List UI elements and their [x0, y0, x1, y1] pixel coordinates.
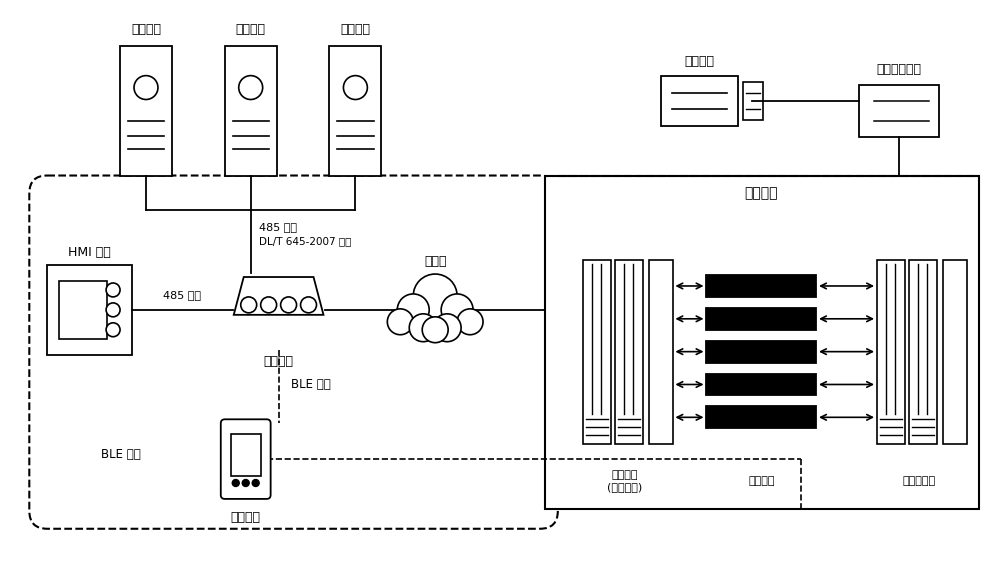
- Bar: [706, 406, 816, 428]
- Text: 485 总线: 485 总线: [163, 290, 201, 300]
- Circle shape: [457, 309, 483, 335]
- Circle shape: [343, 76, 367, 99]
- Text: 计量电表: 计量电表: [236, 23, 266, 36]
- Bar: [231, 434, 261, 476]
- Circle shape: [242, 480, 249, 486]
- Bar: [706, 275, 816, 297]
- Text: BLE 无线: BLE 无线: [101, 448, 141, 461]
- Bar: [329, 46, 381, 176]
- Bar: [225, 46, 277, 176]
- Bar: [859, 85, 939, 137]
- Bar: [47, 265, 132, 355]
- Bar: [545, 176, 979, 509]
- Circle shape: [232, 480, 239, 486]
- Text: 计量电表: 计量电表: [131, 23, 161, 36]
- Text: 智能控制设备: 智能控制设备: [876, 63, 921, 76]
- Circle shape: [239, 76, 263, 99]
- Circle shape: [409, 314, 437, 342]
- Circle shape: [241, 297, 257, 313]
- FancyBboxPatch shape: [221, 419, 271, 499]
- Text: 接入集群
(安全解析): 接入集群 (安全解析): [607, 470, 642, 492]
- Bar: [59, 281, 107, 339]
- Circle shape: [422, 317, 448, 343]
- Bar: [743, 82, 763, 120]
- Bar: [943, 260, 967, 444]
- Text: 业务服务器: 业务服务器: [902, 476, 935, 486]
- Text: 移动终端: 移动终端: [231, 511, 261, 524]
- Circle shape: [387, 309, 413, 335]
- Text: 消息队列: 消息队列: [748, 476, 775, 486]
- Circle shape: [261, 297, 277, 313]
- Circle shape: [252, 480, 259, 486]
- Polygon shape: [234, 277, 323, 315]
- Circle shape: [397, 294, 429, 326]
- Circle shape: [106, 323, 120, 337]
- Text: 计量电表: 计量电表: [340, 23, 370, 36]
- Circle shape: [433, 314, 461, 342]
- Text: HMI 模块: HMI 模块: [68, 246, 111, 259]
- Text: 485 总线: 485 总线: [259, 222, 297, 232]
- Text: 智能网关: 智能网关: [264, 355, 294, 367]
- Circle shape: [281, 297, 297, 313]
- Bar: [909, 260, 937, 444]
- Text: 用电设备: 用电设备: [684, 54, 714, 67]
- Bar: [661, 76, 738, 126]
- Circle shape: [441, 294, 473, 326]
- Circle shape: [301, 297, 317, 313]
- Bar: [649, 260, 673, 444]
- Bar: [706, 308, 816, 330]
- Circle shape: [413, 274, 457, 318]
- Bar: [583, 260, 611, 444]
- Bar: [706, 374, 816, 396]
- Bar: [877, 260, 905, 444]
- Circle shape: [134, 76, 158, 99]
- Bar: [706, 341, 816, 362]
- Circle shape: [106, 303, 120, 317]
- Bar: [120, 46, 172, 176]
- Text: 互联网: 互联网: [424, 255, 446, 268]
- Bar: [615, 260, 643, 444]
- Text: 服务后台: 服务后台: [745, 186, 778, 200]
- Text: DL/T 645-2007 规约: DL/T 645-2007 规约: [259, 236, 351, 246]
- Text: BLE 无线: BLE 无线: [291, 378, 330, 391]
- Circle shape: [106, 283, 120, 297]
